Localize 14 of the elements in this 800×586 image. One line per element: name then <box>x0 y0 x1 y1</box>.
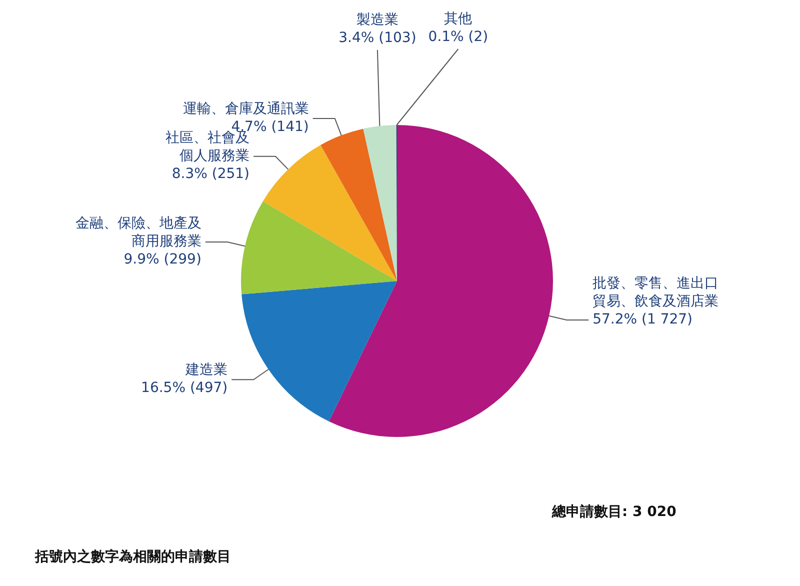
slice-label: 批發、零售、進出口貿易、飲食及酒店業 <box>592 276 719 310</box>
slice-label: 建造業 <box>184 362 228 378</box>
slice-label: 運輸、倉庫及通訊業 <box>182 101 309 118</box>
data-label: 9.9% (299) <box>124 252 202 268</box>
data-label: 0.1% (2) <box>428 29 488 45</box>
slice-label: 金融、保險、地產及商用服務業 <box>75 216 202 250</box>
data-label: 3.4% (103) <box>338 30 416 46</box>
slice-label: 其他 <box>444 11 472 27</box>
text: 括號內之數字為相關的申請數目 <box>34 548 231 565</box>
data-label: 16.5% (497) <box>141 380 228 396</box>
slice-label: 製造業 <box>356 12 398 28</box>
data-label: 57.2% (1 727) <box>592 312 693 328</box>
data-label: 8.3% (251) <box>172 166 250 182</box>
text: 總申請數目: 3 020 <box>551 503 677 520</box>
